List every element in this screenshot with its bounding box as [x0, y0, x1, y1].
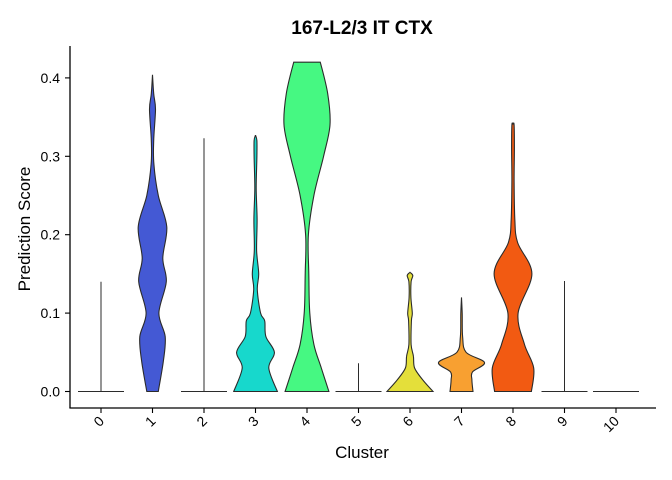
- y-tick-label: 0.0: [41, 384, 61, 400]
- violin-cluster-7: [437, 297, 486, 393]
- y-tick-label: 0.4: [41, 70, 61, 86]
- y-tick-label: 0.2: [41, 227, 61, 243]
- chart-title: 167-L2/3 IT CTX: [291, 18, 433, 39]
- x-tick-label: 7: [451, 413, 468, 430]
- violin-cluster-4: [283, 61, 331, 393]
- x-tick-label: 6: [399, 413, 416, 430]
- y-axis-label: Prediction Score: [15, 167, 34, 292]
- x-tick-label: 2: [193, 413, 210, 430]
- x-tick-label: 4: [296, 413, 313, 430]
- x-axis-label: Cluster: [335, 443, 389, 462]
- x-tick-label: 5: [348, 413, 365, 430]
- x-tick-label: 3: [245, 413, 262, 430]
- x-axis-ticks: 0 1 2 3 4 5 6 7 8 9 10: [90, 408, 622, 435]
- violin-group: [78, 61, 639, 393]
- x-tick-label: 0: [90, 413, 107, 430]
- x-tick-label: 1: [142, 413, 159, 430]
- y-tick-label: 0.3: [41, 148, 61, 164]
- x-tick-label: 9: [554, 413, 571, 430]
- violin-cluster-6: [385, 271, 435, 393]
- violin-cluster-1: [137, 74, 168, 393]
- y-tick-label: 0.1: [41, 305, 61, 321]
- violin-cluster-8: [491, 122, 535, 393]
- violin-cluster-3: [232, 134, 279, 393]
- x-tick-label: 8: [502, 413, 519, 430]
- x-tick-label: 10: [600, 413, 622, 435]
- y-axis-ticks: 0.0 0.1 0.2 0.3 0.4: [41, 70, 70, 400]
